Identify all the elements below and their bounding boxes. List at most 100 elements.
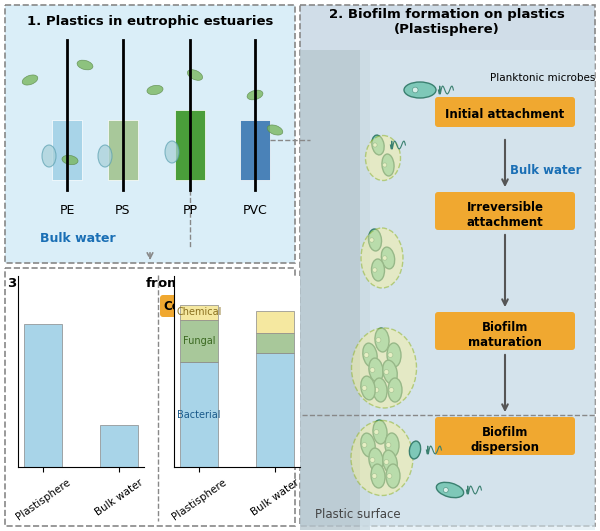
Text: Plastic surface: Plastic surface (315, 509, 401, 521)
Bar (24, 324, 62, 467)
FancyBboxPatch shape (160, 295, 250, 317)
Ellipse shape (247, 90, 263, 100)
Ellipse shape (443, 487, 448, 492)
Ellipse shape (363, 343, 377, 367)
Ellipse shape (373, 420, 387, 444)
Bar (300, 5, 595, 526)
Text: Initial attachment: Initial attachment (445, 108, 565, 122)
Ellipse shape (361, 376, 375, 400)
FancyBboxPatch shape (435, 97, 575, 127)
Text: Irreversible
attachment: Irreversible attachment (467, 201, 544, 229)
Bar (5, 5, 295, 263)
Bar (5, 5, 295, 263)
Ellipse shape (382, 154, 394, 176)
Text: Concentration: Concentration (21, 299, 115, 313)
Bar (100, 425, 138, 467)
Ellipse shape (371, 259, 385, 281)
Bar (256, 333, 294, 353)
Text: Biofilm
maturation: Biofilm maturation (468, 321, 542, 349)
Ellipse shape (387, 474, 392, 478)
Ellipse shape (369, 448, 383, 472)
Ellipse shape (385, 433, 399, 457)
Bar (256, 353, 294, 467)
Ellipse shape (373, 378, 387, 402)
FancyBboxPatch shape (435, 192, 575, 230)
Ellipse shape (22, 75, 38, 85)
Bar (240, 120, 270, 180)
Ellipse shape (384, 370, 389, 374)
Ellipse shape (370, 458, 375, 463)
Ellipse shape (388, 378, 402, 402)
FancyBboxPatch shape (18, 295, 118, 317)
Ellipse shape (409, 441, 421, 459)
Text: Bacterial: Bacterial (177, 410, 221, 419)
Ellipse shape (362, 442, 367, 448)
Bar (180, 362, 218, 467)
Ellipse shape (368, 229, 382, 251)
Ellipse shape (404, 82, 436, 98)
Ellipse shape (382, 247, 395, 269)
Ellipse shape (375, 328, 389, 352)
Ellipse shape (42, 145, 56, 167)
Ellipse shape (386, 442, 391, 448)
Ellipse shape (383, 450, 397, 474)
Bar (180, 305, 218, 320)
Ellipse shape (369, 358, 383, 382)
Ellipse shape (384, 459, 389, 465)
Ellipse shape (187, 70, 203, 80)
Bar (5, 268, 295, 526)
Text: Bulk water: Bulk water (40, 232, 116, 244)
Ellipse shape (77, 60, 93, 70)
Ellipse shape (147, 85, 163, 95)
Ellipse shape (436, 482, 464, 498)
Ellipse shape (351, 421, 413, 495)
Bar (108, 120, 138, 180)
Ellipse shape (373, 143, 377, 147)
Ellipse shape (374, 430, 379, 434)
Bar (300, 5, 595, 526)
Ellipse shape (372, 474, 377, 478)
FancyBboxPatch shape (435, 312, 575, 350)
Ellipse shape (383, 163, 387, 167)
Ellipse shape (389, 388, 394, 392)
Text: 3. N$_2$O production from denitrification: 3. N$_2$O production from denitrificatio… (7, 275, 293, 292)
Ellipse shape (267, 125, 283, 135)
Text: Biofilm
dispersion: Biofilm dispersion (470, 426, 539, 454)
Text: PP: PP (182, 203, 197, 217)
Ellipse shape (352, 328, 416, 408)
Text: PE: PE (59, 203, 74, 217)
Text: PS: PS (115, 203, 131, 217)
FancyBboxPatch shape (435, 417, 575, 455)
Text: 1. Plastics in eutrophic estuaries: 1. Plastics in eutrophic estuaries (27, 15, 273, 29)
Ellipse shape (364, 353, 369, 357)
Ellipse shape (374, 388, 379, 392)
Ellipse shape (372, 135, 384, 155)
Ellipse shape (361, 228, 403, 288)
Text: Fungal: Fungal (182, 336, 215, 346)
Ellipse shape (412, 87, 418, 93)
Ellipse shape (362, 386, 367, 390)
Polygon shape (360, 50, 595, 530)
Text: Chemical: Chemical (176, 307, 221, 318)
Ellipse shape (98, 145, 112, 167)
Ellipse shape (382, 256, 387, 260)
Ellipse shape (370, 238, 374, 242)
Ellipse shape (376, 338, 381, 342)
Text: Bulk water: Bulk water (510, 164, 581, 176)
Ellipse shape (371, 464, 385, 488)
Text: 2. Biofilm formation on plastics
(Plastisphere): 2. Biofilm formation on plastics (Plasti… (329, 8, 565, 36)
Ellipse shape (388, 353, 393, 357)
Bar (256, 311, 294, 333)
Text: Planktonic microbes: Planktonic microbes (490, 73, 595, 83)
Bar (175, 110, 205, 180)
Ellipse shape (370, 367, 375, 372)
Ellipse shape (62, 156, 78, 165)
Bar (5, 268, 295, 526)
Bar (52, 120, 82, 180)
Ellipse shape (165, 141, 179, 163)
Ellipse shape (387, 343, 401, 367)
Polygon shape (300, 50, 370, 530)
Text: PVC: PVC (242, 203, 268, 217)
Ellipse shape (361, 433, 375, 457)
Ellipse shape (383, 360, 397, 384)
